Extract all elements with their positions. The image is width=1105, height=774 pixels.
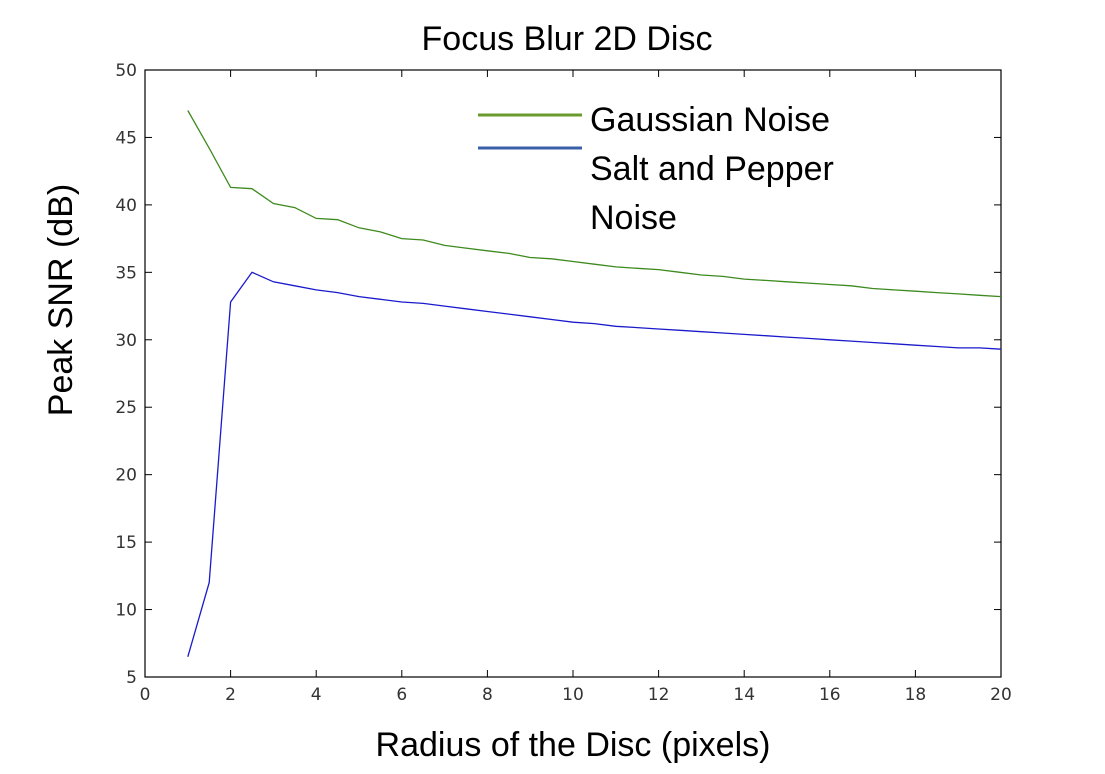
x-tick-label: 20	[990, 685, 1012, 705]
x-tick-label: 4	[311, 685, 322, 705]
y-tick-label: 45	[115, 128, 137, 148]
x-tick-label: 12	[648, 685, 670, 705]
axis-ticks: 0 2 4 6 8 10 12 14 16 18 20 5 10 15 20 25 30 35 40 45 50	[115, 61, 1011, 705]
x-tick-label: 14	[733, 685, 755, 705]
x-tick-label: 2	[225, 685, 236, 705]
x-tick-label: 18	[905, 685, 927, 705]
legend-label: Salt and Pepper	[590, 150, 834, 188]
y-tick-label: 10	[115, 601, 137, 621]
x-tick-label: 16	[819, 685, 841, 705]
y-tick-label: 30	[115, 331, 137, 351]
legend-label: Noise	[590, 199, 677, 237]
series-lines	[187, 110, 1002, 657]
x-tick-label: 0	[140, 685, 151, 705]
x-tick-label: 10	[562, 685, 584, 705]
x-axis-label: Radius of the Disc (pixels)	[376, 726, 771, 764]
y-tick-label: 35	[115, 263, 137, 283]
chart-title: Focus Blur 2D Disc	[422, 20, 713, 58]
plot-frame	[144, 69, 1002, 678]
series-line-gaussian-noise	[187, 110, 1002, 298]
y-tick-label: 50	[115, 61, 137, 81]
y-axis-label: Peak SNR (dB)	[42, 184, 80, 416]
legend-label: Gaussian Noise	[590, 101, 830, 139]
x-tick-label: 8	[482, 685, 493, 705]
y-tick-label: 20	[115, 466, 137, 486]
y-tick-label: 15	[115, 533, 137, 553]
y-tick-label: 5	[126, 668, 137, 688]
legend: Gaussian Noise Salt and Pepper Noise	[478, 101, 834, 237]
x-tick-label: 6	[396, 685, 407, 705]
y-tick-label: 40	[115, 196, 137, 216]
series-line-salt-and-pepper-noise	[187, 271, 1002, 657]
y-tick-label: 25	[115, 398, 137, 418]
